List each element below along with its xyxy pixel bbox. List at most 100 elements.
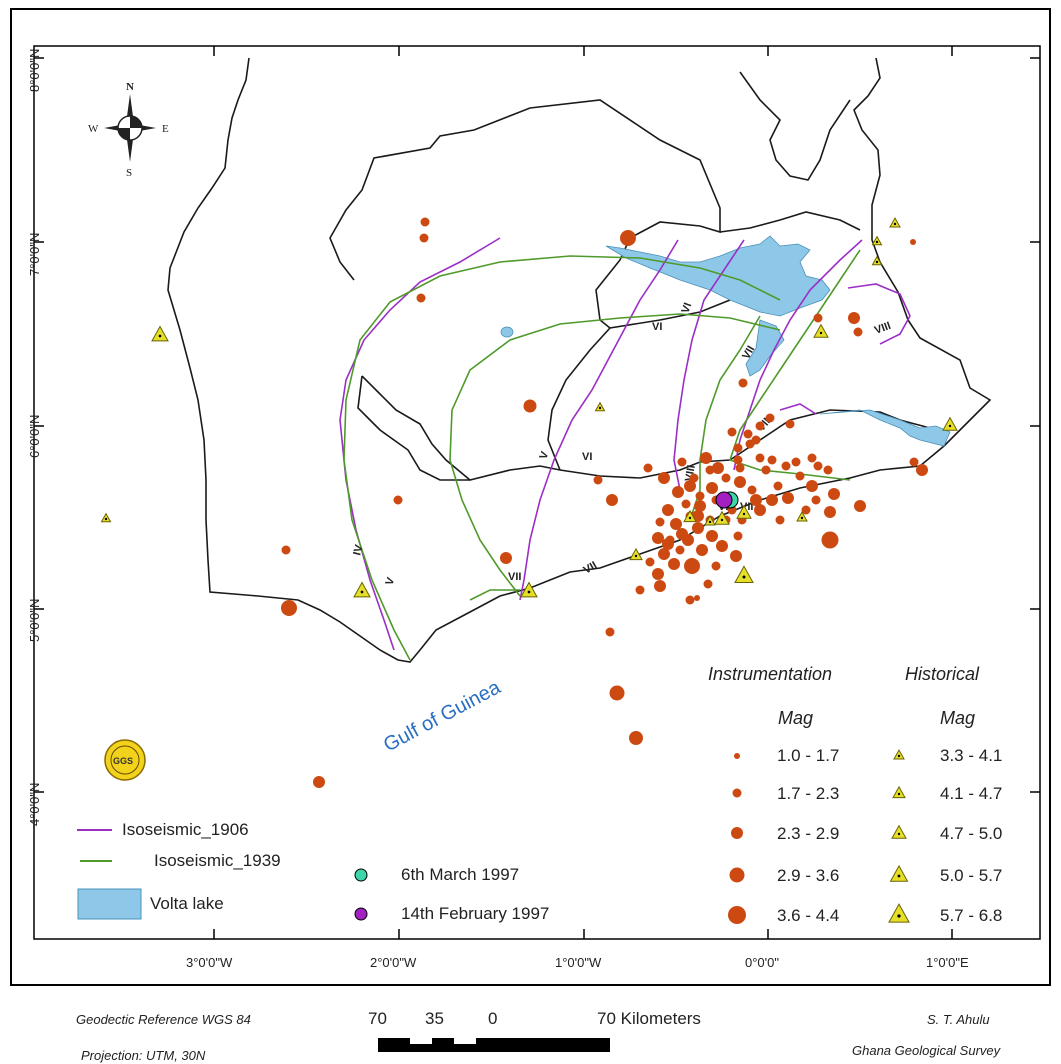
intensity-label: VII (582, 559, 600, 576)
lat-label-7n: 7°0'0"N (27, 232, 42, 276)
instr-class: 3.6 - 4.4 (777, 906, 840, 925)
instrumental-epicenter (761, 465, 771, 475)
instrumental-epicenter (828, 488, 840, 500)
instrumental-epicenter (730, 550, 742, 562)
scale-tick: 35 (425, 1009, 444, 1028)
instrumental-epicenter (676, 528, 688, 540)
instrumental-epicenter (684, 480, 696, 492)
instr-class: 1.7 - 2.3 (777, 784, 840, 803)
instrumental-epicenter (733, 443, 743, 453)
datum-label: Geodectic Reference WGS 84 (76, 1012, 251, 1027)
instrumental-epicenter (672, 486, 684, 498)
lat-label-8n: 8°0'0"N (27, 48, 42, 92)
org-label: Ghana Geological Survey (852, 1043, 1001, 1058)
instrumental-epicenter (500, 552, 512, 564)
instrumental-epicenter (684, 558, 700, 574)
map-frame (10, 8, 1051, 986)
instrumental-epicenter (755, 453, 765, 463)
historical-epicenter (714, 510, 730, 525)
legend-historical-title: Historical (905, 664, 980, 684)
instrumental-epicenter (735, 463, 745, 473)
outer-boundary (167, 57, 992, 663)
instrumental-epicenter (652, 532, 664, 544)
instrumental-epicenter (754, 504, 766, 516)
instrumental-epicenter (419, 233, 429, 243)
instrumental-epicenter (716, 540, 728, 552)
intensity-label: V (384, 575, 398, 587)
historical-epicenter (520, 581, 538, 598)
events-1997 (715, 491, 739, 509)
intensity-label: VI (652, 321, 662, 333)
hist-class: 5.7 - 6.8 (940, 906, 1003, 925)
legend-historical-symbol-dot (897, 874, 901, 878)
instrumental-epicenter (811, 495, 821, 505)
scale-tick: 70 Kilometers (597, 1009, 701, 1028)
instrumental-epicenter (393, 495, 403, 505)
legend-historical-symbol (888, 903, 910, 923)
event-14th-february-1997 (715, 491, 733, 509)
instrumental-epicenter (606, 494, 618, 506)
historical-epicenter-dot (360, 590, 364, 594)
instrumental-epicenter (635, 585, 645, 595)
instrumental-epicenter (721, 473, 731, 483)
instrumental-epicenter (281, 545, 291, 555)
region-boundary-se (729, 409, 931, 461)
instrumental-epicenter (694, 595, 700, 601)
historical-epicenter-dot (720, 518, 724, 522)
admin-boundaries (167, 57, 992, 663)
instrumental-epicenter (801, 505, 811, 515)
instrumental-epicenter (643, 463, 653, 473)
intensity-label: VI (582, 451, 592, 463)
logo-text: GGS (113, 756, 133, 766)
instrumental-epicenter (765, 413, 775, 423)
instrumental-epicenter (775, 515, 785, 525)
region-boundary-volta (719, 211, 861, 233)
historical-epicenters (100, 217, 958, 598)
north-arrow-icon: N S E W (88, 81, 169, 179)
instrumental-epicenter (658, 548, 670, 560)
legend-event-march-symbol (354, 868, 368, 882)
legend-instrumental-symbols (728, 753, 746, 924)
legend-volta-lake: Volta lake (150, 894, 224, 913)
instrumental-epicenter (593, 475, 603, 485)
historical-epicenter (100, 512, 112, 523)
legend-line-symbols (77, 829, 368, 921)
instrumental-epicenter (662, 538, 674, 550)
lon-label-3w: 3°0'0"W (186, 955, 233, 970)
instrumental-epicenter (785, 419, 795, 429)
instrumental-epicenter (681, 499, 691, 509)
instrumental-epicenter (743, 429, 753, 439)
legend-historical-symbol (891, 824, 907, 839)
instrumental-epicenter (773, 481, 783, 491)
legend-event-february: 14th February 1997 (401, 904, 550, 923)
historical-epicenter (353, 581, 371, 598)
intensity-label: VIII (873, 320, 893, 337)
historical-epicenter (629, 547, 643, 561)
lat-label-6n: 6°0'0"N (27, 414, 42, 458)
intensity-label: V (538, 449, 552, 461)
legend-historical-symbol (893, 749, 905, 760)
historical-epicenter (871, 255, 883, 266)
isoseismic-1939-lines (343, 249, 861, 661)
historical-epicenter (151, 325, 169, 342)
instrumental-epicenter (750, 494, 762, 506)
isoseismic-1906-lines (339, 237, 911, 651)
instrumental-epicenter (668, 558, 680, 570)
instrumental-epicenter (791, 457, 801, 467)
historical-epicenter-dot (708, 520, 712, 524)
historical-epicenter-dot (800, 516, 804, 520)
intensity-label: IV (351, 543, 365, 557)
region-boundary-n2 (739, 71, 851, 181)
instrumental-epicenter (706, 482, 718, 494)
legend-historical-symbols (888, 749, 910, 923)
instrumental-epicenter (645, 557, 655, 567)
instrumental-epicenter (689, 473, 699, 483)
instrumental-epicenter (823, 465, 833, 475)
instrumental-epicenter (854, 500, 866, 512)
lat-label-5n: 5°0'0"N (27, 598, 42, 642)
instrumental-epicenter (727, 427, 737, 437)
compass-e: E (162, 123, 169, 135)
legend-isoseismic-1906: Isoseismic_1906 (122, 820, 249, 839)
historical-epicenter (704, 515, 716, 526)
instrumental-epicenter (655, 517, 665, 527)
